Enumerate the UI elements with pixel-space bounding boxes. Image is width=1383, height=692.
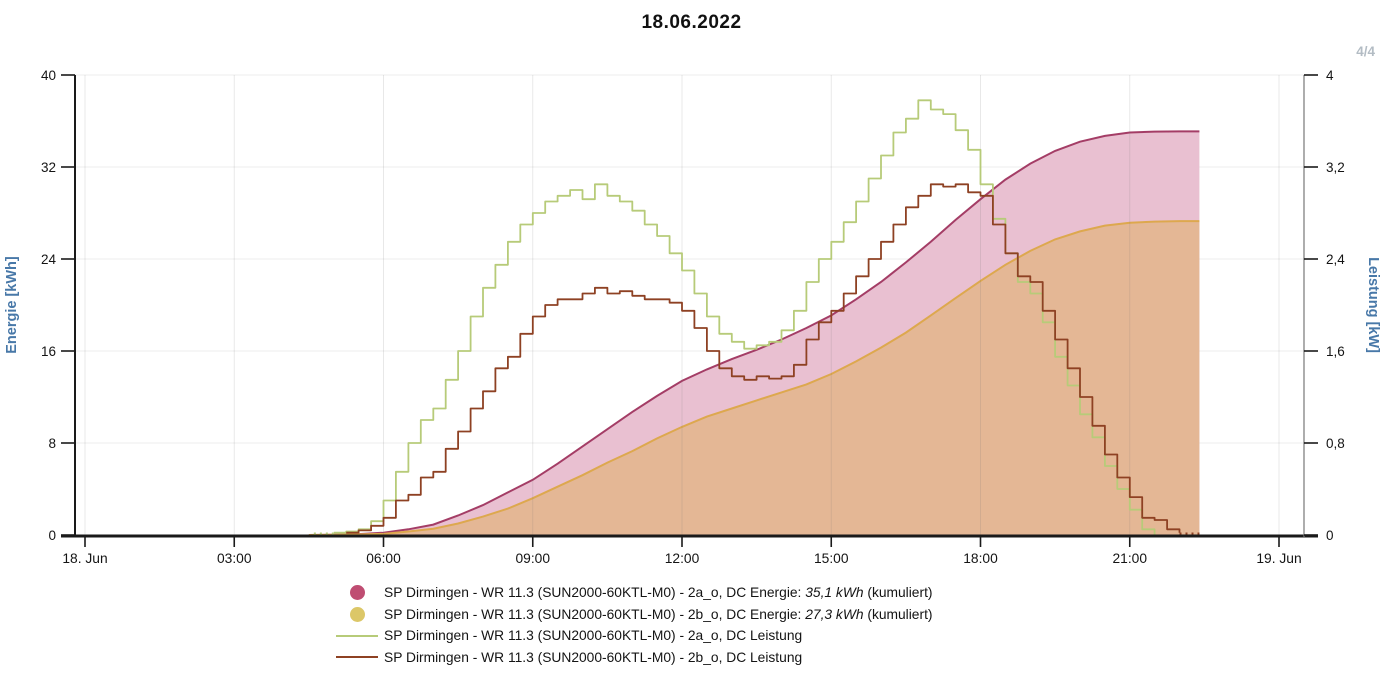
chart-plot: 0 8 16 24 32 40 0 0,8 1,6 2,4 3,2 4 18. Jun 03:00 06:0…: [4, 68, 1381, 566]
legend-label: SP Dirmingen - WR 11.3 (SUN2000-60KTL-M0…: [384, 585, 806, 601]
right-tick-label: 0: [1326, 528, 1334, 543]
area-border: [308, 130, 1200, 536]
legend-entry-2b-energie: SP Dirmingen - WR 11.3 (SUN2000-60KTL-M0…: [334, 604, 933, 626]
right-tick-label: 3,2: [1326, 160, 1345, 175]
area-2b-dc-energie: [308, 221, 1200, 535]
legend-entry-2b-leistung: SP Dirmingen - WR 11.3 (SUN2000-60KTL-M0…: [334, 647, 933, 669]
area-border: [308, 220, 1200, 536]
legend-label: SP Dirmingen - WR 11.3 (SUN2000-60KTL-M0…: [384, 649, 803, 665]
right-tick-label: 4: [1326, 68, 1334, 83]
x-tick-label: 15:00: [814, 551, 849, 566]
legend-marker-line-2a: [336, 634, 378, 637]
axis-tick-labels: 0 8 16 24 32 40 0 0,8 1,6 2,4 3,2 4 18. Jun 03:00 06:0…: [41, 68, 1345, 566]
right-tick-label: 1,6: [1326, 344, 1345, 359]
legend-value: 27,3 kWh: [805, 606, 864, 622]
axis-titles: Energie [kWh] Leistung [kW]: [4, 256, 1381, 354]
legend-label-suffix: (kumuliert): [863, 585, 933, 601]
axis-lines: [61, 75, 1318, 538]
chart-legend: SP Dirmingen - WR 11.3 (SUN2000-60KTL-M0…: [334, 582, 933, 668]
right-tick-label: 0,8: [1326, 436, 1345, 451]
legend-marker-circle-2a: [349, 585, 365, 601]
line-2b-dc-leistung: [346, 183, 1181, 534]
x-tick-label: 18. Jun: [62, 551, 107, 566]
x-tick-label: 18:00: [963, 551, 998, 566]
x-tick-label: 12:00: [665, 551, 700, 566]
legend-label-suffix: (kumuliert): [863, 606, 933, 622]
legend-label: SP Dirmingen - WR 11.3 (SUN2000-60KTL-M0…: [384, 628, 803, 644]
page-indicator: 4/4: [1356, 44, 1375, 59]
x-tick-label: 06:00: [366, 551, 401, 566]
legend-marker-line-2b: [336, 656, 378, 659]
axis-ticks: [61, 74, 1318, 547]
left-tick-label: 24: [41, 252, 57, 267]
energy-area-series: [308, 130, 1200, 536]
legend-entry-2a-energie: SP Dirmingen - WR 11.3 (SUN2000-60KTL-M0…: [334, 582, 933, 604]
legend-marker-circle-2b: [349, 606, 365, 622]
left-axis-title: Energie [kWh]: [4, 256, 20, 354]
chart-title: 18.06.2022: [641, 12, 742, 33]
right-tick-label: 2,4: [1326, 252, 1345, 267]
legend-entry-2a-leistung: SP Dirmingen - WR 11.3 (SUN2000-60KTL-M0…: [334, 625, 933, 647]
left-tick-label: 40: [41, 68, 56, 83]
left-tick-label: 16: [41, 344, 56, 359]
x-tick-label: 21:00: [1112, 551, 1147, 566]
left-tick-label: 8: [48, 436, 56, 451]
legend-value: 35,1 kWh: [805, 585, 864, 601]
power-line-series: [313, 99, 1202, 535]
right-axis-title: Leistung [kW]: [1365, 257, 1381, 353]
line-2a-dc-leistung: [333, 99, 1156, 535]
x-tick-label: 19. Jun: [1256, 551, 1301, 566]
x-tick-label: 09:00: [515, 551, 550, 566]
legend-label: SP Dirmingen - WR 11.3 (SUN2000-60KTL-M0…: [384, 606, 806, 622]
x-tick-label: 03:00: [217, 551, 252, 566]
left-tick-label: 32: [41, 160, 56, 175]
left-tick-label: 0: [48, 528, 56, 543]
vertical-gridlines: [84, 75, 1280, 535]
